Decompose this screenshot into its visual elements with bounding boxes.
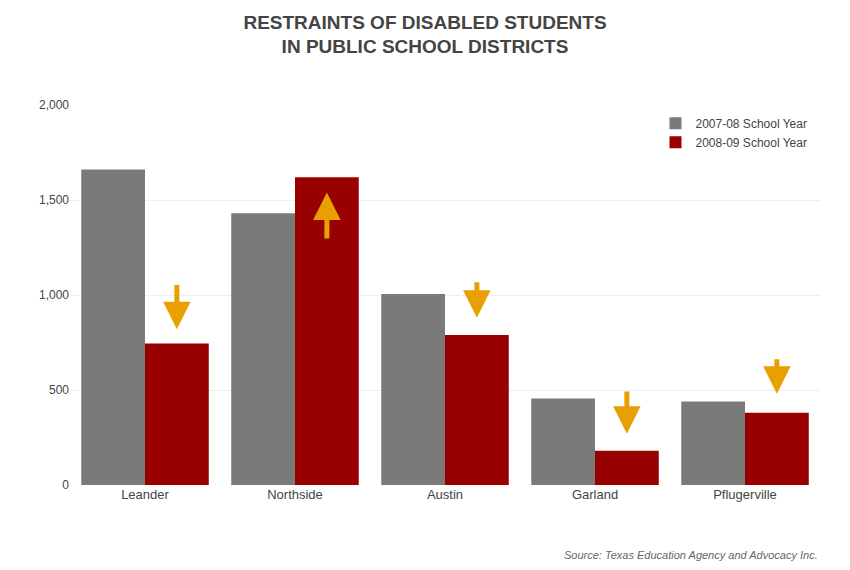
svg-text:Austin: Austin — [427, 487, 463, 502]
svg-text:Northside: Northside — [267, 487, 323, 502]
svg-text:0: 0 — [62, 478, 69, 492]
svg-text:RESTRAINTS OF DISABLED STUDENT: RESTRAINTS OF DISABLED STUDENTSIN PUBLIC… — [243, 12, 606, 58]
svg-text:Leander: Leander — [121, 487, 169, 502]
svg-text:2007-08 School Year: 2007-08 School Year — [696, 117, 807, 131]
svg-text:Source: Texas Education Agency: Source: Texas Education Agency and Advoc… — [564, 549, 818, 561]
svg-text:1,000: 1,000 — [39, 288, 69, 302]
svg-text:500: 500 — [49, 383, 69, 397]
svg-text:2008-09 School Year: 2008-09 School Year — [696, 136, 807, 150]
svg-text:Pflugerville: Pflugerville — [713, 487, 777, 502]
svg-text:2,000: 2,000 — [39, 98, 69, 112]
svg-text:Garland: Garland — [572, 487, 618, 502]
svg-text:1,500: 1,500 — [39, 193, 69, 207]
